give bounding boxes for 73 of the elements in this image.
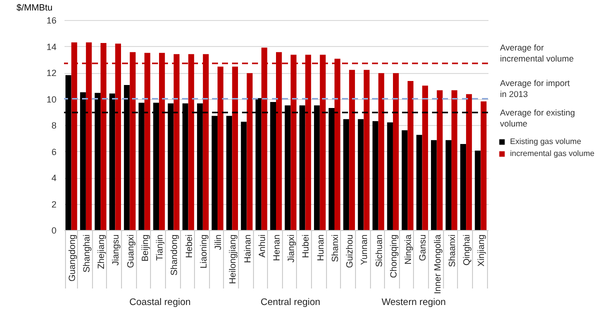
x-tick-label: Ningxia <box>403 234 414 265</box>
bar <box>474 150 481 230</box>
bar <box>232 66 238 230</box>
bar <box>240 122 247 230</box>
x-tick-label: Shanxi <box>330 234 340 262</box>
bar <box>358 119 364 230</box>
bar <box>451 90 458 230</box>
y-tick-label: 12 <box>46 68 56 78</box>
x-tick-label: Hainan <box>242 234 252 264</box>
x-tick-label: Tianjin <box>154 234 165 261</box>
x-tick-label: Jilin <box>213 234 224 250</box>
bar <box>372 121 378 230</box>
x-tick-label: Jiangsu <box>110 234 121 266</box>
x-tick-label: Guangxi <box>125 234 136 268</box>
bar <box>416 134 422 230</box>
x-tick-label: Shaanxi <box>446 234 457 268</box>
x-tick-label: Inner Mongolia <box>432 234 442 294</box>
x-tick-label: Gansu <box>418 234 428 262</box>
x-tick-label: Hebei <box>184 234 194 258</box>
legend-label: Existing gas volume <box>510 137 582 146</box>
bar <box>349 70 355 230</box>
x-tick-label: Yunnan <box>359 234 370 266</box>
y-tick-label: 16 <box>46 16 56 26</box>
x-tick-label: Heilongjiang <box>228 234 238 284</box>
x-tick-label: Liaoning <box>198 234 208 269</box>
x-tick-label: Beijing <box>140 234 150 262</box>
y-tick-label: 2 <box>51 199 56 210</box>
bar <box>212 116 218 230</box>
bar <box>446 140 452 230</box>
bar <box>422 86 428 230</box>
bar <box>466 94 472 230</box>
bar <box>378 73 384 230</box>
bar <box>226 116 232 230</box>
x-tick-label: Hubei <box>300 234 311 258</box>
bar <box>430 140 437 230</box>
legend-label: incremental gas volume <box>510 149 596 158</box>
bar <box>460 144 466 230</box>
x-tick-label: Henan <box>272 234 282 262</box>
x-tick-label: Xinjiang <box>476 234 486 267</box>
x-tick-label: Chongqing <box>388 234 398 278</box>
y-axis-title: $/MMBtu <box>16 2 53 12</box>
bar <box>402 130 408 230</box>
text: Coastal region <box>129 297 191 308</box>
ref-line-label: Average for import in 2013 <box>500 78 570 99</box>
x-tick-label: Sichuan <box>374 234 384 268</box>
ref-line-label: Average for incremental volume <box>500 42 574 64</box>
x-tick-label: Guangdong <box>66 234 77 282</box>
bar <box>408 81 414 230</box>
bar <box>480 101 487 230</box>
bar <box>343 119 350 230</box>
y-tick-label: 14 <box>46 42 56 52</box>
y-tick-label: 4 <box>51 173 56 183</box>
x-tick-label: Anhui <box>256 234 267 258</box>
bar <box>436 90 443 230</box>
x-tick-label: Guizhou <box>344 234 355 268</box>
bar <box>392 73 399 230</box>
x-tick-label: Hunan <box>315 234 326 262</box>
y-tick-label: 8 <box>51 120 56 130</box>
bar <box>246 73 253 230</box>
y-tick-label: 0 <box>51 226 56 236</box>
x-tick-label: Qinghai <box>462 234 472 266</box>
text: Western region <box>382 297 446 308</box>
y-tick-label: 6 <box>51 146 56 157</box>
x-tick-label: Shandong <box>169 234 180 276</box>
x-tick-label: Zhejiang <box>96 234 106 270</box>
bar <box>364 70 370 230</box>
y-tick-label: 10 <box>46 94 56 104</box>
x-tick-label: Shanghai <box>81 234 92 273</box>
x-tick-label: Jiangxi <box>286 234 296 263</box>
text: Central region <box>260 297 320 308</box>
bar <box>387 122 393 230</box>
bar <box>218 66 224 230</box>
ref-line-label: Average for existing volume <box>500 108 576 129</box>
